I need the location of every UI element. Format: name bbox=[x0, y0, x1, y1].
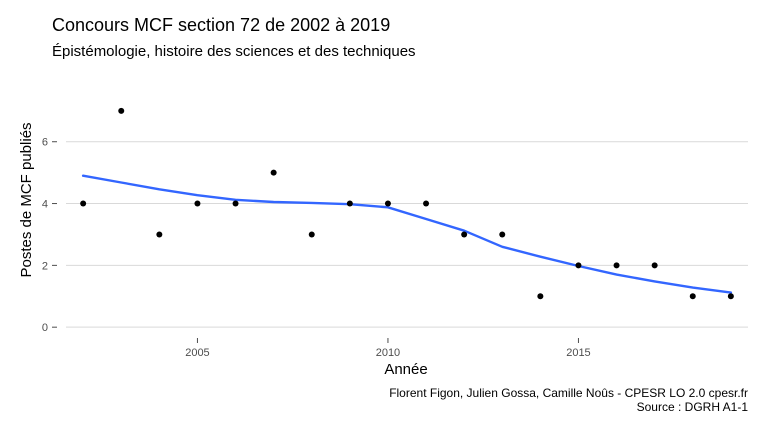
y-tick-label: 0 bbox=[42, 322, 48, 334]
y-tick-label: 2 bbox=[42, 260, 48, 272]
data-point bbox=[156, 231, 163, 238]
data-point bbox=[651, 262, 658, 269]
x-axis-ticks: 2005 2010 2015 bbox=[185, 338, 591, 359]
y-axis-title: Postes de MCF publiés bbox=[18, 122, 35, 277]
data-point bbox=[461, 231, 468, 238]
caption-credits: Florent Figon, Julien Gossa, Camille Noû… bbox=[389, 386, 748, 400]
data-point bbox=[423, 200, 430, 207]
data-point bbox=[613, 262, 620, 269]
caption-source: Source : DGRH A1-1 bbox=[637, 400, 749, 414]
data-point bbox=[194, 200, 201, 207]
data-point bbox=[727, 293, 734, 300]
data-point bbox=[232, 200, 239, 207]
data-point bbox=[308, 231, 315, 238]
grid bbox=[66, 141, 748, 328]
data-point bbox=[384, 200, 391, 207]
chart-title: Concours MCF section 72 de 2002 à 2019 bbox=[52, 15, 390, 35]
chart-subtitle: Épistémologie, histoire des sciences et … bbox=[52, 43, 416, 60]
data-point bbox=[270, 169, 277, 176]
data-point bbox=[689, 293, 696, 300]
x-tick-label: 2005 bbox=[185, 347, 209, 359]
y-axis-ticks: 0 2 4 6 bbox=[42, 137, 57, 334]
data-point bbox=[537, 293, 544, 300]
y-tick-label: 4 bbox=[42, 199, 48, 211]
x-axis-title: Année bbox=[384, 361, 427, 378]
trend-line-layer bbox=[81, 174, 733, 294]
points-layer bbox=[80, 107, 734, 300]
x-tick-label: 2010 bbox=[376, 347, 400, 359]
data-point bbox=[499, 231, 506, 238]
trend-line bbox=[81, 174, 733, 294]
data-point bbox=[118, 107, 125, 114]
x-tick-label: 2015 bbox=[566, 347, 590, 359]
data-point bbox=[80, 200, 87, 207]
data-point bbox=[575, 262, 582, 269]
data-point bbox=[346, 200, 353, 207]
y-tick-label: 6 bbox=[42, 137, 48, 149]
